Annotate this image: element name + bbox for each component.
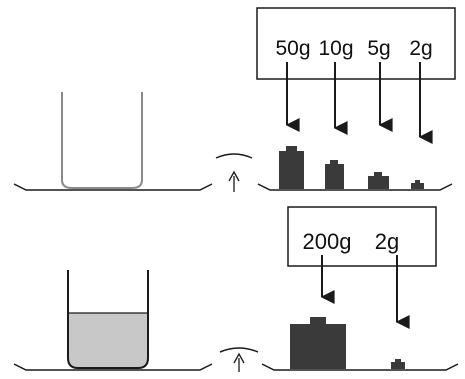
left-pan-bottom xyxy=(13,270,213,371)
weights-label-box-top: 50g 10g 5g 2g xyxy=(256,7,456,80)
top-row: 50g 10g 5g 2g xyxy=(13,7,456,192)
pan-top-left xyxy=(13,183,213,191)
weight-50g xyxy=(279,151,304,189)
weight-2g-bottom xyxy=(391,362,405,369)
weight-10g xyxy=(325,164,344,189)
label-box-top xyxy=(256,7,456,80)
weight-label: 5g xyxy=(367,37,390,60)
bottom-row: 200g 2g xyxy=(13,206,459,372)
weight-50g-knob xyxy=(286,146,297,152)
pan-bottom-right xyxy=(261,363,459,371)
pointer-arc-top xyxy=(215,153,253,159)
weight-2g xyxy=(411,183,424,189)
weights-label-box-bottom: 200g 2g xyxy=(287,206,437,267)
empty-beaker xyxy=(61,92,143,189)
weight-label: 50g xyxy=(275,37,310,60)
weight-2g-knob xyxy=(415,180,420,184)
balance-pointer-bottom xyxy=(219,347,259,372)
weight-200g-knob xyxy=(310,317,326,325)
weight-2g-bottom-knob xyxy=(395,359,401,363)
up-arrow-head-top xyxy=(228,170,240,182)
up-arrow-head-bottom xyxy=(233,352,245,364)
weight-label: 200g xyxy=(303,229,352,254)
weight-10g-knob xyxy=(330,160,338,165)
weight-5g xyxy=(368,176,389,189)
label-box-bottom xyxy=(287,206,437,267)
right-pan-top xyxy=(257,146,453,191)
pan-top-right xyxy=(257,183,453,191)
weight-5g-knob xyxy=(374,172,382,177)
filled-beaker xyxy=(67,270,149,369)
liquid xyxy=(68,313,148,368)
pointer-arc-bottom xyxy=(219,347,259,353)
weight-label: 2g xyxy=(375,229,399,254)
weight-label: 10g xyxy=(318,37,353,60)
left-pan-top xyxy=(13,92,213,191)
weight-label: 2g xyxy=(409,37,432,60)
weight-200g xyxy=(290,324,346,369)
balance-pointer-top xyxy=(215,153,253,192)
right-pan-bottom xyxy=(261,317,459,371)
pan-bottom-left xyxy=(13,363,213,371)
